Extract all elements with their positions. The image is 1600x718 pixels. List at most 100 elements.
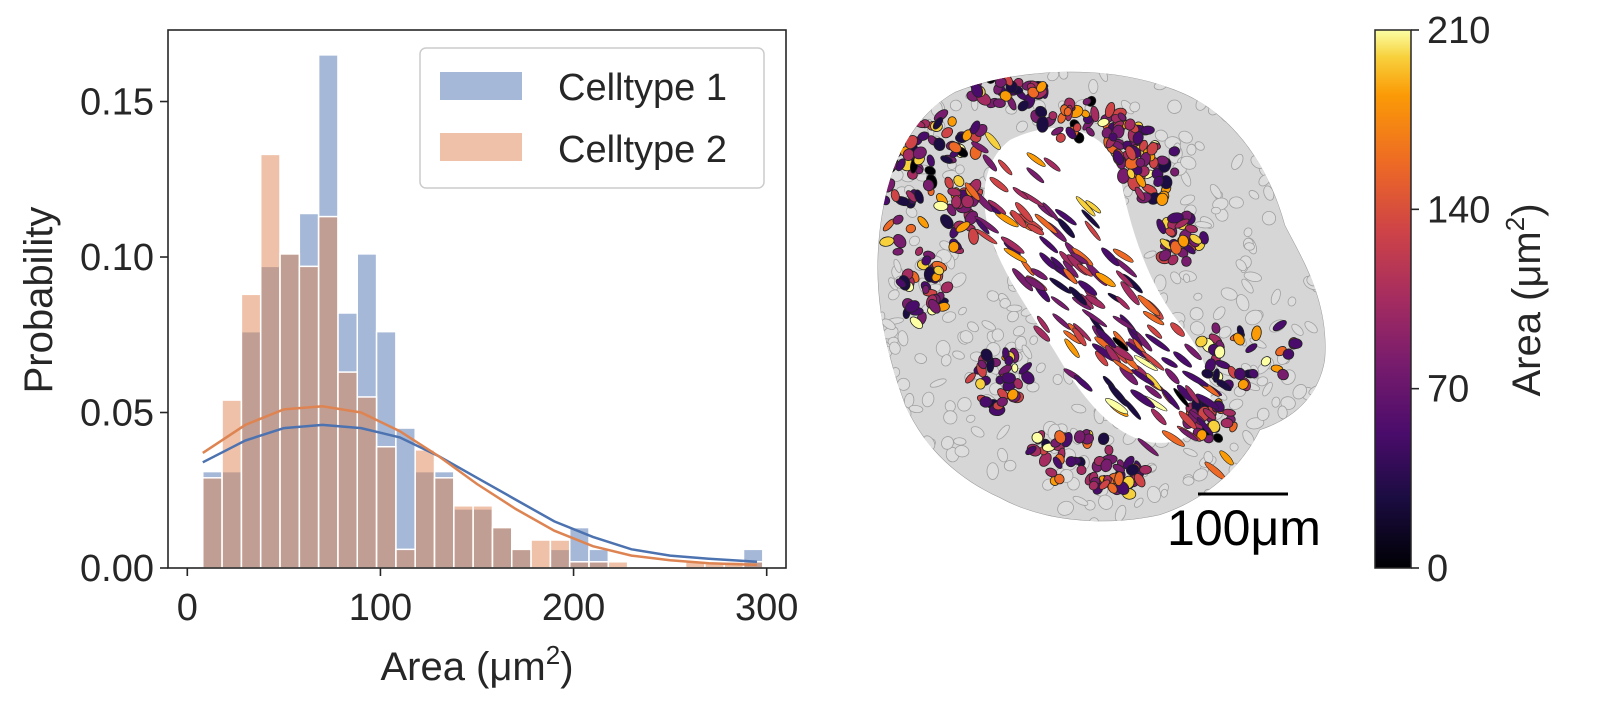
colored-cell	[1054, 430, 1066, 444]
colored-cell	[1288, 338, 1303, 350]
celltype-2-bar	[511, 548, 532, 569]
colored-cell	[1158, 249, 1172, 262]
colored-cell	[1214, 345, 1226, 359]
colored-cell	[955, 221, 971, 233]
colored-cell	[932, 116, 944, 130]
background-cell	[1243, 227, 1253, 238]
colored-cell	[1201, 368, 1214, 379]
elongated-cell	[1095, 272, 1116, 288]
background-cell	[1258, 446, 1267, 462]
colored-cell	[1036, 81, 1047, 93]
elongated-cell	[1015, 202, 1034, 223]
colored-cells	[877, 73, 1303, 500]
elongated-cell	[1170, 322, 1185, 337]
histogram-axes-frame	[167, 29, 787, 569]
colored-cell	[1202, 407, 1217, 421]
elongated-cell	[1196, 417, 1214, 436]
colored-cell	[1104, 444, 1114, 456]
background-cell	[889, 341, 901, 355]
background-cell	[1229, 196, 1244, 209]
background-cell	[879, 516, 892, 522]
background-cell	[1129, 101, 1141, 113]
celltype-2-bar	[202, 477, 223, 569]
background-cell	[1217, 80, 1227, 90]
background-cell	[888, 447, 898, 458]
elongated-cell	[1184, 343, 1202, 361]
background-cell	[1098, 494, 1114, 510]
elongated-cell	[1064, 338, 1080, 358]
colored-cell	[1220, 418, 1234, 429]
colored-cell	[877, 185, 885, 194]
celltype-2-bar	[568, 561, 590, 569]
background-cell	[888, 289, 900, 301]
background-cell	[1001, 512, 1012, 522]
elongated-cell	[1141, 351, 1165, 371]
colored-cell	[892, 234, 907, 249]
background-cell	[1192, 468, 1208, 482]
background-cell	[1280, 164, 1294, 176]
background-cell	[1005, 518, 1014, 522]
elongated-cell	[1101, 247, 1120, 267]
celltype-2-bar	[414, 449, 436, 569]
colored-cell	[1153, 175, 1164, 187]
background-cell	[914, 468, 928, 482]
colored-cell	[1282, 348, 1295, 360]
background-cell	[1257, 109, 1272, 120]
background-cell	[1088, 517, 1099, 522]
elongated-cell	[1012, 186, 1029, 200]
colored-cell	[1107, 482, 1118, 494]
background-cell	[1239, 87, 1251, 101]
colored-cell	[926, 154, 935, 167]
colorbar-tick-label: 210	[1427, 10, 1490, 52]
celltype-2-bar	[607, 561, 629, 569]
celltype-2-bar	[221, 399, 243, 569]
elongated-cell	[1161, 357, 1178, 368]
colored-cell	[1126, 464, 1140, 476]
elongated-cell	[1150, 408, 1167, 426]
background-cell	[1007, 310, 1019, 323]
colored-cell	[1048, 111, 1058, 120]
background-cell	[986, 290, 1000, 302]
background-cell	[1283, 159, 1296, 171]
background-cell	[1257, 145, 1271, 161]
celltype-2-bar	[453, 505, 474, 569]
celltype-2-bar	[356, 396, 378, 569]
colored-cell	[993, 98, 1006, 108]
colored-cell	[1124, 118, 1136, 131]
background-cell	[1279, 71, 1297, 79]
background-cell	[889, 102, 897, 113]
colored-cell	[1073, 430, 1086, 444]
y-tick-label: 0.00	[80, 548, 154, 590]
colored-cell	[1189, 233, 1202, 245]
background-cell	[1193, 292, 1203, 301]
colored-cell	[940, 155, 953, 164]
celltype-2-bar	[337, 371, 359, 569]
colored-cell	[1045, 467, 1058, 478]
elongated-cell	[1039, 236, 1059, 254]
background-cell	[1003, 459, 1017, 472]
elongated-cell	[1000, 236, 1025, 254]
background-cell	[908, 404, 924, 414]
background-cell	[1256, 376, 1269, 387]
background-cell	[1253, 471, 1268, 486]
background-cell	[1246, 417, 1265, 430]
colored-cell	[890, 189, 900, 203]
background-cell	[1304, 321, 1318, 334]
elongated-cell	[1085, 294, 1106, 309]
colored-cell	[1165, 227, 1176, 237]
colored-cell	[1065, 126, 1077, 140]
elongated-cell	[1057, 218, 1075, 239]
colored-cell	[962, 129, 973, 142]
elongated-cell	[1115, 270, 1134, 288]
elongated-cell	[1049, 277, 1072, 294]
spatial-cell-map: 100μm	[877, 71, 1326, 556]
background-cell	[880, 92, 894, 105]
elongated-cell	[1115, 296, 1130, 310]
elongated-cell	[1010, 209, 1027, 229]
background-cell	[981, 320, 996, 331]
colored-cell	[905, 300, 920, 313]
background-cell	[940, 354, 952, 367]
colored-cell	[1222, 408, 1236, 417]
colored-cell	[1212, 433, 1224, 443]
colored-cell	[879, 236, 895, 247]
